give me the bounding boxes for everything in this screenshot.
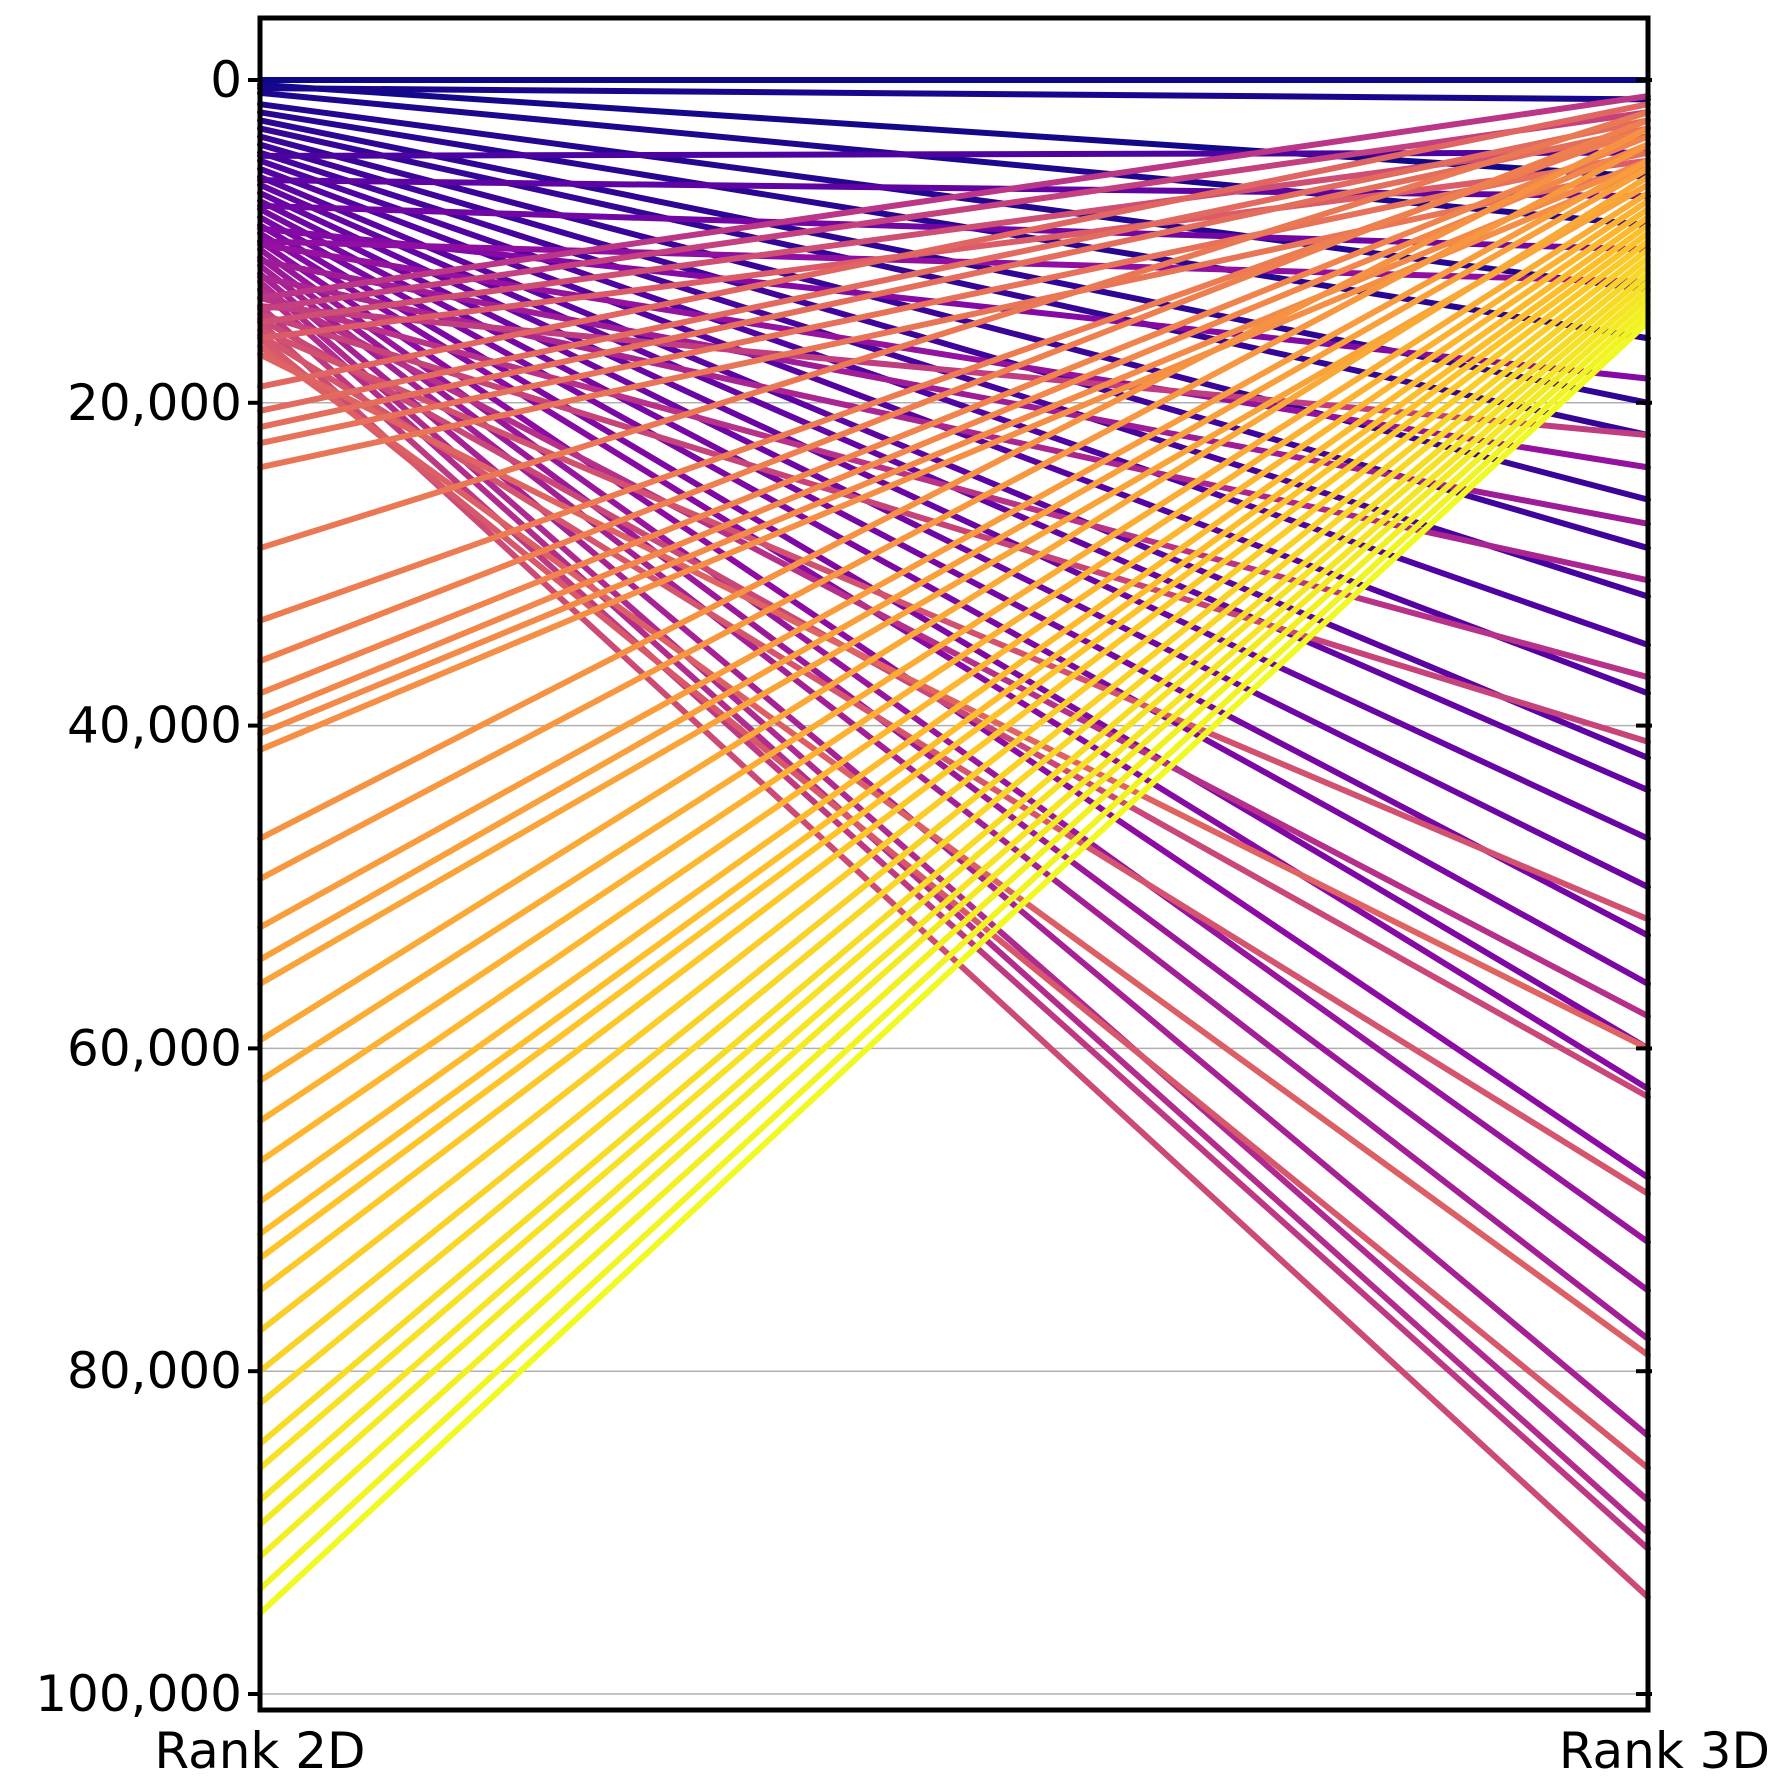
series-line [257, 149, 1651, 447]
series-line [257, 319, 1651, 1601]
plot-border [257, 15, 1651, 1713]
series-line [257, 109, 1651, 313]
series-line [257, 278, 1651, 1504]
series-line [257, 254, 1651, 1375]
series-line [257, 101, 1651, 390]
series-line [257, 286, 1651, 1504]
x-axis-categories: Rank 2D Rank 3D [154, 1722, 1770, 1780]
series-line [257, 319, 1651, 1617]
series-line [257, 157, 1651, 342]
series-line [257, 278, 1651, 1472]
y-tick-label: 80,000 [67, 1342, 242, 1400]
series-line [257, 177, 1651, 200]
series-line [257, 246, 1651, 1334]
series-line [257, 206, 1651, 1165]
series-line [257, 286, 1651, 1020]
y-tick-label: 0 [210, 51, 242, 109]
series-line [257, 149, 1651, 159]
series-line [257, 157, 1651, 931]
x-category-label: Rank 3D [1559, 1722, 1770, 1780]
series-line [257, 173, 1651, 1044]
series-line [257, 85, 1651, 103]
series-line [257, 125, 1651, 431]
series-line [257, 238, 1651, 285]
series-line [257, 214, 1651, 987]
series-line [257, 238, 1651, 1294]
series-line [257, 141, 1651, 721]
series-line [257, 165, 1651, 963]
series-line [257, 157, 1651, 737]
y-tick-label: 40,000 [67, 697, 242, 755]
series-line [257, 262, 1651, 1342]
series-line [257, 93, 1651, 301]
series-line [257, 230, 1651, 1262]
series-line [257, 157, 1651, 648]
series-line [257, 81, 1651, 180]
series-line [257, 311, 1651, 1593]
series-line [257, 109, 1651, 552]
series-line [257, 311, 1651, 745]
y-tick-label: 100,000 [35, 1665, 242, 1723]
plot-frame [257, 15, 1651, 1713]
y-axis-ticks: 0 20,000 40,000 60,000 80,000 100,000 [35, 51, 1652, 1723]
series-line [257, 343, 1651, 1359]
series-line [257, 133, 1651, 697]
x-category-label: Rank 2D [154, 1722, 365, 1780]
series-line [257, 270, 1651, 1447]
series-line [257, 351, 1651, 1052]
series-line [257, 222, 1651, 1238]
series-line [257, 125, 1651, 842]
series-line [257, 262, 1651, 1407]
series-lines [257, 77, 1651, 1617]
series-line [257, 335, 1651, 1472]
series-line [257, 165, 1651, 471]
series-line [257, 189, 1651, 1084]
series-line [257, 117, 1651, 414]
series-line [257, 214, 1651, 1205]
series-line [257, 294, 1651, 1528]
series-line [257, 141, 1651, 882]
series-line [257, 117, 1651, 665]
series-line [257, 198, 1651, 1125]
y-tick-label: 20,000 [67, 374, 242, 432]
series-line [257, 302, 1651, 1560]
series-line [257, 189, 1651, 842]
series-line [257, 327, 1651, 923]
y-tick-label: 60,000 [67, 1019, 242, 1077]
